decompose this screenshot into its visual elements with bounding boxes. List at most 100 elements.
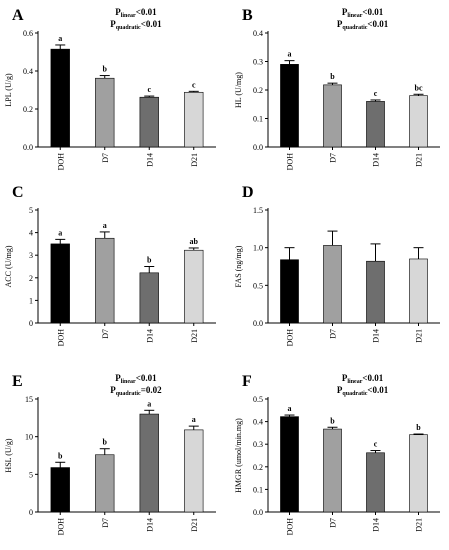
x-tick-label: D14 bbox=[145, 518, 154, 532]
p-value-linear: Plinear<0.01 bbox=[115, 373, 157, 385]
x-tick-label: DOH bbox=[56, 518, 65, 536]
significance-label: c bbox=[374, 89, 378, 98]
significance-label: b bbox=[147, 256, 152, 265]
significance-label: b bbox=[330, 416, 335, 425]
panel-letter: D bbox=[242, 184, 254, 201]
panel-letter: A bbox=[12, 7, 24, 24]
y-tick-label: 0.6 bbox=[23, 29, 33, 38]
y-tick-label: 0.3 bbox=[253, 58, 263, 67]
x-tick-label: D7 bbox=[329, 518, 338, 528]
bar-d21 bbox=[409, 95, 428, 148]
y-tick-label: 0.3 bbox=[253, 440, 263, 449]
y-tick-label: 0.4 bbox=[253, 418, 263, 427]
y-tick-label: 0.5 bbox=[253, 281, 263, 290]
x-tick-label: D7 bbox=[101, 329, 110, 339]
y-tick-label: 2 bbox=[29, 274, 33, 283]
bar-d21 bbox=[409, 258, 428, 324]
y-tick-label: 0.0 bbox=[253, 143, 263, 152]
p-value-linear: Plinear<0.01 bbox=[342, 373, 384, 385]
bar-d7 bbox=[323, 84, 342, 148]
significance-label: a bbox=[58, 228, 62, 237]
bar-d7 bbox=[95, 77, 115, 148]
bar-d7 bbox=[95, 454, 115, 513]
y-tick-label: 3 bbox=[29, 251, 33, 260]
bar-doh bbox=[50, 467, 70, 513]
p-value-quadratic: Pquadratic=0.02 bbox=[110, 385, 162, 397]
x-tick-label: D21 bbox=[415, 153, 424, 167]
x-tick-label: D7 bbox=[329, 329, 338, 339]
bar-d21 bbox=[184, 249, 204, 324]
x-tick-label: D7 bbox=[101, 518, 110, 528]
panel-c: C 0 1 2 3 4 5 ACC (U/mg) a DOH a D7 b D14 ab D21 bbox=[4, 184, 216, 346]
y-tick-label: 0 bbox=[29, 508, 33, 517]
y-axis-label: HMGR (umol/min.mg) bbox=[234, 418, 243, 493]
bar-doh bbox=[280, 416, 299, 513]
bar-doh bbox=[50, 243, 70, 324]
x-tick-label: D21 bbox=[415, 329, 424, 343]
significance-label: a bbox=[288, 404, 292, 413]
panel-e: E 0 5 10 15 HSL (U/g) b DOH b D7 a D14 a D21 Plinear<0… bbox=[4, 373, 216, 535]
y-tick-label: 0 bbox=[29, 319, 33, 328]
y-tick-label: 0.2 bbox=[23, 105, 33, 114]
bar-d14 bbox=[139, 96, 159, 148]
y-tick-label: 5 bbox=[29, 470, 33, 479]
y-tick-label: 0.4 bbox=[23, 67, 33, 76]
y-axis-label: ACC (U/mg) bbox=[4, 245, 13, 287]
y-tick-label: 1 bbox=[29, 296, 33, 305]
x-tick-label: D14 bbox=[372, 153, 381, 167]
significance-label: a bbox=[58, 34, 62, 43]
y-tick-label: 0.1 bbox=[253, 115, 263, 124]
y-axis-label: HL (U/mg) bbox=[234, 72, 243, 108]
significance-label: b bbox=[58, 451, 63, 460]
x-tick-label: D21 bbox=[190, 153, 199, 167]
y-axis-label: LPL (U/g) bbox=[4, 73, 13, 107]
y-tick-label: 1.5 bbox=[253, 206, 263, 215]
significance-label: b bbox=[103, 438, 108, 447]
x-tick-label: D7 bbox=[329, 153, 338, 163]
p-value-quadratic: Pquadratic<0.01 bbox=[337, 19, 389, 31]
x-tick-label: DOH bbox=[56, 329, 65, 347]
bar-doh bbox=[50, 48, 70, 148]
panel-b: B 0.0 0.1 0.2 0.3 0.4 HL (U/mg) a DOH b D7 c D14 bc D2… bbox=[234, 7, 440, 170]
panel-a: A 0.0 0.2 0.4 0.6 LPL (U/g) a DOH b D7 c D14 c D21 Pli… bbox=[4, 7, 216, 170]
bar-d7 bbox=[95, 237, 115, 324]
y-tick-label: 0.0 bbox=[23, 143, 33, 152]
panel-letter: E bbox=[12, 373, 23, 390]
x-tick-label: D14 bbox=[145, 153, 154, 167]
significance-label: b bbox=[330, 72, 335, 81]
panel-letter: B bbox=[242, 7, 253, 24]
y-tick-label: 0.0 bbox=[253, 508, 263, 517]
panel-d: D 0.0 0.5 1.0 1.5 FAS (ng/mg) DOH D7 D14 D21 bbox=[234, 184, 440, 346]
bar-d21 bbox=[184, 429, 204, 513]
bar-d7 bbox=[323, 428, 342, 513]
x-tick-label: D21 bbox=[415, 518, 424, 532]
bar-doh bbox=[280, 259, 299, 324]
x-tick-label: DOH bbox=[286, 518, 295, 536]
bar-d14 bbox=[366, 260, 385, 324]
bar-d21 bbox=[184, 91, 204, 148]
significance-label: a bbox=[288, 50, 292, 59]
y-tick-label: 0.0 bbox=[253, 319, 263, 328]
y-tick-label: 4 bbox=[29, 229, 33, 238]
significance-label: a bbox=[103, 221, 107, 230]
bar-d7 bbox=[323, 245, 342, 324]
panel-f: F 0.0 0.1 0.2 0.3 0.4 0.5 HMGR (umol/min.mg) a DO… bbox=[234, 373, 440, 535]
y-tick-label: 1.0 bbox=[253, 244, 263, 253]
p-value-linear: Plinear<0.01 bbox=[342, 7, 384, 19]
x-tick-label: DOH bbox=[286, 153, 295, 171]
y-tick-label: 0.2 bbox=[253, 86, 263, 95]
y-axis-label: HSL (U/g) bbox=[4, 438, 13, 472]
x-tick-label: D7 bbox=[101, 153, 110, 163]
bar-d14 bbox=[139, 413, 159, 513]
significance-label: c bbox=[374, 440, 378, 449]
significance-label: c bbox=[192, 80, 196, 89]
y-tick-label: 5 bbox=[29, 206, 33, 215]
y-tick-label: 0.1 bbox=[253, 485, 263, 494]
significance-label: b bbox=[416, 423, 421, 432]
significance-label: a bbox=[147, 399, 151, 408]
bar-doh bbox=[280, 64, 299, 148]
y-tick-label: 0.4 bbox=[253, 29, 263, 38]
x-tick-label: D14 bbox=[145, 329, 154, 343]
bar-d14 bbox=[366, 101, 385, 148]
